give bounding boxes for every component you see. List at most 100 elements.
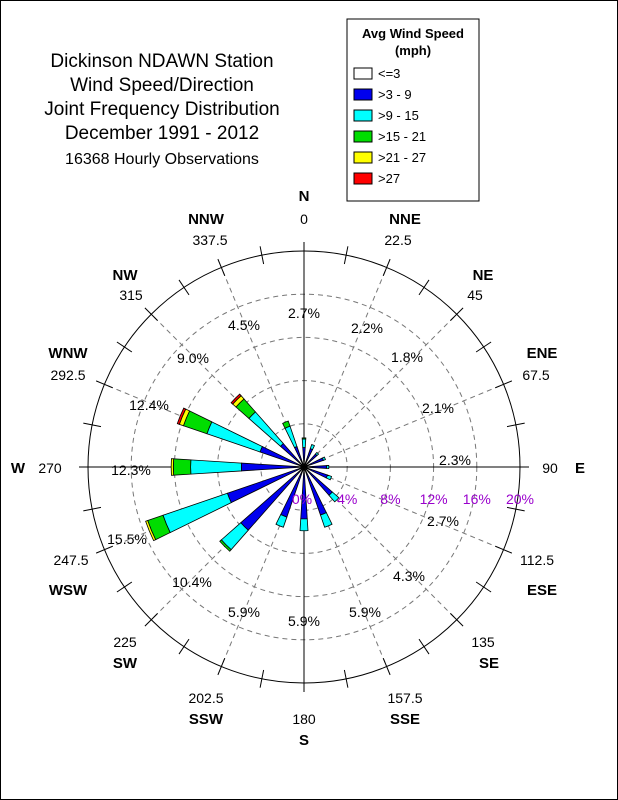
grid-spoke (303, 313, 458, 468)
ring-label: 4% (337, 491, 357, 507)
direction-total: 12.3% (111, 462, 151, 478)
outer-tick (144, 307, 158, 321)
bar-segment (284, 425, 298, 449)
legend-label: >27 (378, 171, 400, 186)
outer-tick (506, 506, 525, 512)
outer-tick (343, 669, 349, 688)
legend-swatch (353, 67, 373, 80)
direction-name: SSE (390, 711, 420, 728)
direction-total: 1.8% (391, 349, 423, 365)
direction-total: 9.0% (177, 350, 209, 366)
bar-segment (301, 438, 307, 449)
outer-tick (495, 545, 513, 554)
legend-swatch (353, 130, 373, 143)
bar-segment (282, 420, 291, 429)
bar-segment (176, 407, 187, 425)
direction-total: 5.9% (349, 604, 381, 620)
legend-swatch (353, 109, 373, 122)
legend-items: <=3 >3 - 9 >9 - 15 >15 - 21 >21 - 27 >27 (353, 66, 426, 186)
bar-segment (206, 421, 263, 453)
legend-label: >3 - 9 (378, 87, 412, 102)
legend-swatch (353, 172, 373, 185)
title-line-4: December 1991 - 2012 (65, 123, 259, 144)
outer-tick (95, 545, 113, 554)
bar-segment (328, 491, 340, 503)
bar-segment (248, 411, 284, 447)
direction-degree: 247.5 (53, 552, 88, 568)
bar-segment (302, 447, 306, 465)
direction-name: S (299, 732, 309, 749)
outer-tick (116, 581, 133, 593)
grid-spoke (303, 383, 504, 468)
legend-swatch (353, 151, 373, 164)
direction-name: N (299, 188, 310, 205)
bar-segment (219, 539, 232, 552)
legend-swatch (353, 88, 373, 101)
bar-segment (325, 474, 333, 481)
outer-tick (382, 258, 391, 276)
outer-tick (450, 613, 464, 627)
legend-label: <=3 (378, 66, 400, 81)
bar-segment (309, 444, 315, 451)
outer-tick (178, 638, 190, 655)
direction-total: 15.5% (107, 531, 147, 547)
outer-tick (116, 341, 133, 353)
legend: Avg Wind Speed (mph) <=3 >3 - 9 >9 - 15 >15… (346, 18, 480, 202)
direction-total: 4.3% (393, 568, 425, 584)
outer-tick (259, 669, 265, 688)
ring-label: 8% (380, 491, 400, 507)
bar-segment (172, 458, 192, 476)
ring-label: 12% (420, 491, 448, 507)
title-line-2: Wind Speed/Direction (70, 75, 254, 96)
outer-tick (95, 380, 113, 389)
outer-tick (144, 613, 158, 627)
bar-segment (190, 459, 242, 475)
bar-segment (145, 520, 157, 542)
outer-tick (475, 341, 492, 353)
chart-subtitle: 16368 Hourly Observations (65, 151, 259, 168)
direction-name: ENE (527, 345, 558, 362)
direction-name: SW (113, 655, 138, 672)
ring-label: 16% (463, 491, 491, 507)
title-line-3: Joint Frequency Distribution (44, 99, 280, 120)
direction-degree: 292.5 (50, 367, 85, 383)
bar-segment (319, 512, 333, 528)
bar-segment (170, 458, 175, 476)
direction-total: 2.3% (439, 452, 471, 468)
chart-title: Dickinson NDAWN Station Wind Speed/Direc… (44, 51, 280, 168)
outer-tick (418, 279, 430, 296)
legend-label: >15 - 21 (378, 129, 426, 144)
bar-segment (275, 513, 288, 528)
bar-segment (230, 393, 242, 405)
direction-degree: 67.5 (522, 367, 549, 383)
direction-total: 12.4% (129, 397, 169, 413)
outer-tick (217, 658, 226, 676)
direction-degree: 180 (292, 711, 316, 727)
outer-tick (343, 246, 349, 265)
outer-tick (495, 380, 513, 389)
direction-degree: 270 (38, 460, 62, 476)
direction-name: ESE (527, 582, 557, 599)
direction-labels: 0% 4% 8% 12% 16% 20% N 0 2.7% NNE 22.5 2.2% NE 45 1.8%… (11, 188, 585, 749)
direction-degree: 315 (119, 287, 143, 303)
outer-tick (259, 246, 265, 265)
outer-tick (506, 422, 525, 428)
legend-title-line-1: Avg Wind Speed (362, 26, 464, 41)
direction-total: 2.7% (288, 305, 320, 321)
grid-spoke (303, 267, 388, 468)
outer-tick (83, 506, 102, 512)
bar-segment (162, 492, 232, 534)
outer-tick (83, 422, 102, 428)
direction-degree: 0 (300, 211, 308, 227)
direction-degree: 112.5 (520, 552, 554, 568)
direction-name: WNW (48, 345, 88, 362)
outer-tick (418, 638, 430, 655)
title-line-1: Dickinson NDAWN Station (50, 51, 273, 72)
direction-degree: 337.5 (192, 232, 227, 248)
direction-name: SE (479, 655, 499, 672)
bar-segment (301, 437, 307, 440)
direction-name: NNE (389, 211, 421, 228)
outer-tick (217, 258, 226, 276)
bar-segment (306, 465, 328, 469)
